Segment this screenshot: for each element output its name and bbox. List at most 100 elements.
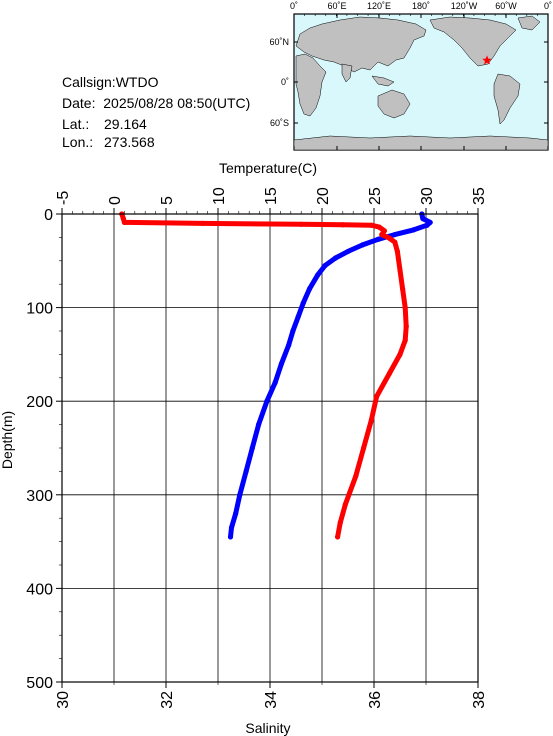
salinity-point (387, 235, 393, 241)
temperature-point (322, 262, 328, 269)
temperature-point (306, 286, 313, 292)
depth-tick-label: 500 (26, 675, 53, 692)
temperature-point (375, 236, 381, 242)
map-lon-label: 0˚ (290, 1, 298, 11)
lon-label: Lon.: (62, 134, 94, 150)
temperature-point (345, 248, 351, 255)
lat-value: 29.164 (104, 116, 147, 132)
salinity-point (387, 370, 393, 376)
land-india (341, 63, 353, 83)
temperature-point (295, 314, 301, 320)
temperature-point (300, 300, 306, 306)
temperature-point (290, 328, 296, 334)
salinity-point (337, 520, 343, 526)
salinity-point (368, 417, 374, 423)
salinity-point (402, 337, 408, 343)
map-lon-label: 120˚W (451, 1, 478, 11)
temperature-point (315, 272, 321, 278)
salinity-point (368, 222, 374, 228)
temperature-point (424, 222, 430, 228)
salinity-point (340, 222, 346, 228)
land-north-america (429, 16, 517, 67)
salinity-tick-label: 30 (55, 691, 72, 709)
lon-value: 273.568 (104, 134, 155, 150)
temperature-point (410, 227, 417, 233)
map-lon-label: 0˚ (544, 1, 552, 11)
depth-axis-title: Depth(m) (0, 411, 15, 469)
temperature-tick-label: 20 (315, 187, 332, 205)
depth-tick-label: 300 (26, 488, 53, 505)
temperature-point (286, 342, 292, 348)
map-lat-label: 60˚N (269, 37, 289, 47)
salinity-point (361, 445, 367, 451)
salinity-point (400, 286, 406, 292)
map-labels: 0˚ 60˚E 120˚E 180˚ 120˚W 60˚W 0˚ 60˚N 0˚ 60˚S (269, 1, 552, 128)
temperature-point (264, 398, 270, 404)
salinity-point (397, 267, 403, 273)
salinity-tick-label: 36 (367, 691, 384, 709)
temperature-point (272, 379, 278, 386)
salinity-point (374, 393, 380, 400)
temperature-point (420, 216, 426, 222)
temperature-tick-label: 5 (159, 196, 176, 205)
temperature-point (237, 492, 243, 498)
plot-grid (62, 214, 478, 682)
salinity-point (335, 534, 341, 540)
land-greenland (517, 15, 541, 31)
station-star-icon (482, 55, 492, 65)
salinity-point (298, 221, 304, 227)
salinity-point (381, 228, 387, 234)
land-eurasia (295, 16, 427, 73)
salinity-point (403, 323, 409, 329)
salinity-point (397, 351, 403, 357)
depth-tick-label: 100 (26, 301, 53, 318)
plot-series (119, 211, 433, 540)
world-map: 0˚ 60˚E 120˚E 180˚ 120˚W 60˚W 0˚ 60˚N 0˚ 60˚S (269, 1, 552, 151)
map-lon-label: 180˚ (412, 1, 430, 11)
temperature-point (233, 510, 239, 517)
temperature-point (359, 242, 366, 248)
temperature-tick-label: 25 (367, 187, 384, 205)
land-australia (377, 89, 411, 119)
salinity-point (376, 224, 382, 230)
salinity-tick-label: 34 (263, 691, 280, 709)
temperature-point (278, 361, 285, 367)
temperature-point (227, 534, 234, 540)
temperature-point (392, 231, 398, 238)
temperature-point (228, 524, 235, 531)
temperature-tick-label: 10 (211, 187, 228, 205)
temperature-point (332, 255, 339, 261)
temperature-tick-label: 15 (263, 187, 280, 205)
map-lon-label: 60˚E (327, 1, 346, 11)
salinity-axis-title: Salinity (245, 720, 290, 736)
salinity-point (342, 501, 348, 507)
map-lat-label: 60˚S (270, 118, 289, 128)
salinity-point (379, 231, 385, 238)
date-text: Date: 2025/08/28 08:50(UTC) (62, 95, 251, 111)
salinity-point (353, 473, 359, 479)
salinity-profile-line (119, 211, 409, 540)
land-south-america (493, 73, 521, 125)
station-marker (482, 55, 492, 65)
depth-tick-label: 200 (26, 394, 53, 411)
salinity-point (402, 305, 408, 311)
depth-tick-label: 400 (26, 581, 53, 598)
temperature-point (243, 468, 249, 474)
map-lat-label: 0˚ (281, 77, 289, 87)
salinity-point (121, 219, 127, 226)
temperature-axis-title: Temperature(C) (219, 160, 317, 176)
temperature-tick-label: 0 (107, 196, 124, 205)
land-indonesia (371, 75, 395, 87)
salinity-point (394, 248, 400, 255)
map-landmasses (293, 15, 549, 151)
land-africa (295, 53, 327, 117)
salinity-tick-label: 32 (159, 691, 176, 709)
map-lon-label: 60˚W (495, 1, 517, 11)
temperature-point (255, 422, 262, 428)
temperature-tick-label: 30 (419, 187, 436, 205)
temperature-tick-label: 35 (471, 187, 488, 205)
temperature-point (249, 445, 255, 451)
land-antarctica (293, 135, 549, 151)
map-ticks (293, 14, 549, 150)
